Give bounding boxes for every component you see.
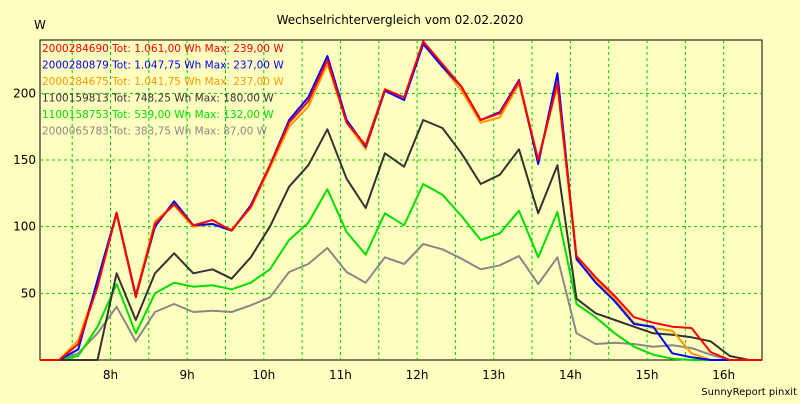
y-tick-label: 100 xyxy=(13,220,36,234)
x-tick-label: 10h xyxy=(252,368,275,382)
legend-item-2000284690: 2000284690 Tot: 1.061,00 Wh Max: 239,00 … xyxy=(42,43,284,55)
series-line-1100159813 xyxy=(40,119,762,361)
y-tick-label: 150 xyxy=(13,153,36,167)
series-line-2000065783 xyxy=(40,243,762,361)
legend-item-2000280879: 2000280879 Tot: 1.047,75 Wh Max: 237,00 … xyxy=(42,60,284,72)
x-tick-label: 14h xyxy=(559,368,582,382)
series-line-1100158753 xyxy=(40,183,762,361)
legend-item-1100158753: 1100158753 Tot: 539,00 Wh Max: 132,00 W xyxy=(42,109,274,121)
x-tick-label: 16h xyxy=(712,368,735,382)
x-tick-label: 8h xyxy=(103,368,118,382)
y-tick-label: 200 xyxy=(13,86,36,100)
y-axis-label: W xyxy=(34,18,46,32)
legend: 2000284690 Tot: 1.061,00 Wh Max: 239,00 … xyxy=(42,43,284,138)
legend-item-1100159813: 1100159813 Tot: 748,25 Wh Max: 180,00 W xyxy=(42,93,274,105)
x-tick-label: 13h xyxy=(482,368,505,382)
legend-item-2000065783: 2000065783 Tot: 383,75 Wh Max: 87,00 W xyxy=(42,126,268,138)
series-line-2000284690 xyxy=(40,40,762,361)
x-tick-label: 15h xyxy=(636,368,659,382)
x-tick-label: 9h xyxy=(180,368,195,382)
footer-credit: SunnyReport pinxit xyxy=(701,387,797,398)
chart-title: Wechselrichtervergleich vom 02.02.2020 xyxy=(277,13,524,27)
x-tick-label: 12h xyxy=(406,368,429,382)
legend-item-2000284675: 2000284675 Tot: 1.041,75 Wh Max: 237,00 … xyxy=(42,76,284,88)
x-tick-label: 11h xyxy=(329,368,352,382)
y-tick-label: 50 xyxy=(21,286,36,300)
plot-area: 8h 9h 10h 11h 12h 13h 14h 15h 16h 50 100 150 200 xyxy=(13,39,763,382)
plot-frame xyxy=(39,39,763,361)
